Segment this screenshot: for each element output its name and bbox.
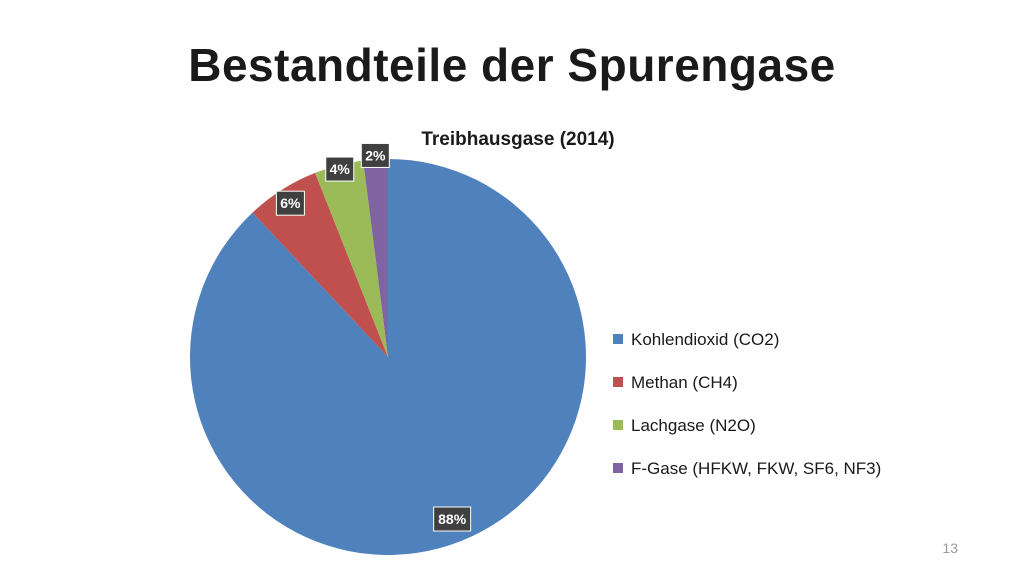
chart-title: Treibhausgase (2014): [421, 129, 614, 150]
data-label-methan-ch4: 6%: [275, 190, 305, 216]
legend-swatch-kohlendioxid-co2: [613, 334, 623, 344]
data-label-text: 4%: [330, 161, 351, 177]
data-label-lachgase-n2o: 4%: [325, 156, 355, 182]
data-label-box: [360, 142, 390, 168]
data-label-box: [325, 156, 355, 182]
data-labels: 88% 6% 4% 2%: [275, 142, 472, 532]
legend-label-lachgase-n2o: Lachgase (N2O): [631, 416, 756, 435]
data-label-text: 2%: [365, 147, 386, 163]
legend-swatch-lachgase-n2o: [613, 420, 623, 430]
legend-swatch-methan-ch4: [613, 377, 623, 387]
legend-swatch-f-gase-hfkw-fkw-sf6-nf3: [613, 463, 623, 473]
legend-label-kohlendioxid-co2: Kohlendioxid (CO2): [631, 330, 779, 349]
slide-title: Bestandteile der Spurengase: [188, 39, 836, 91]
data-label-box: [275, 190, 305, 216]
pie-slice-methan-ch4: [252, 172, 388, 357]
legend-label-methan-ch4: Methan (CH4): [631, 373, 738, 392]
legend-label-f-gase-hfkw-fkw-sf6-nf3: F-Gase (HFKW, FKW, SF6, NF3): [631, 459, 881, 478]
data-label-text: 88%: [438, 511, 467, 527]
pie-slices: [189, 159, 587, 555]
data-label-kohlendioxid-co2: 88%: [433, 506, 472, 532]
page-number: 13: [942, 540, 958, 556]
legend: Kohlendioxid (CO2) Methan (CH4) Lachgase (…: [613, 330, 881, 478]
data-label-f-gase-hfkw-fkw-sf6-nf3: 2%: [360, 142, 390, 168]
data-label-box: [433, 506, 472, 532]
data-label-text: 6%: [280, 195, 301, 211]
pie-slice-f-gase-hfkw-fkw-sf6-nf3: [363, 159, 388, 357]
pie-slice-lachgase-n2o: [315, 160, 388, 357]
